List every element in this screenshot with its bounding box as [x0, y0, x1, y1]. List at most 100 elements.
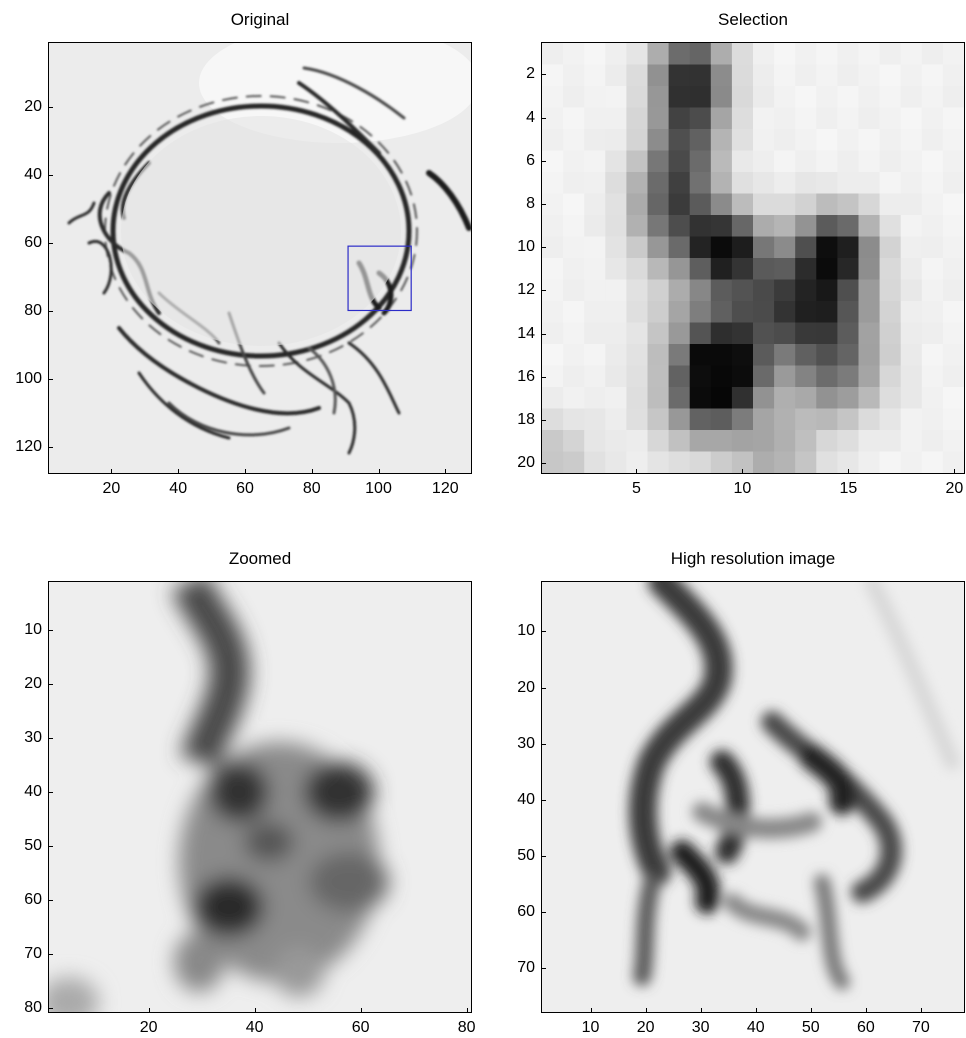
- pixel-cell: [921, 236, 944, 259]
- pixel-cell: [626, 129, 649, 152]
- pixel-cell: [753, 172, 775, 195]
- pixel-cell: [563, 43, 585, 66]
- pixel-cell: [584, 107, 606, 130]
- pixel-cell: [795, 64, 817, 87]
- x-tick-label: 50: [801, 1019, 820, 1036]
- pixel-cell: [689, 86, 712, 109]
- pixel-cell: [837, 344, 860, 367]
- pixel-cell: [837, 279, 860, 302]
- y-tick-mark: [541, 376, 546, 378]
- x-tick-label: 20: [139, 1019, 158, 1036]
- y-tick-label: 40: [517, 790, 535, 808]
- pixel-cell: [795, 215, 817, 238]
- pixel-cell: [879, 43, 902, 66]
- y-tick-mark: [541, 855, 546, 857]
- pixel-cell: [816, 150, 838, 173]
- pixel-cell: [647, 322, 670, 345]
- pixel-cell: [605, 129, 627, 152]
- pixel-cell: [731, 301, 754, 324]
- pixel-cell: [605, 408, 627, 431]
- pixel-cell: [647, 129, 670, 152]
- chart-title: High resolution image: [670, 549, 836, 568]
- pixel-cell: [710, 129, 733, 152]
- pixel-cell: [858, 387, 881, 410]
- pixel-cell: [626, 430, 649, 453]
- chart-title: Zoomed: [228, 549, 292, 568]
- pixel-cell: [753, 322, 775, 345]
- pixel-cell: [942, 408, 964, 431]
- y-tick-label: 6: [526, 151, 535, 169]
- pixel-cell: [647, 236, 670, 259]
- pixel-cell: [921, 172, 944, 195]
- pixel-cell: [626, 64, 649, 87]
- pixel-cell: [816, 172, 838, 195]
- pixel-cell: [647, 107, 670, 130]
- y-tick-label: 20: [24, 97, 42, 115]
- pixel-cell: [795, 301, 817, 324]
- pixel-cell: [563, 408, 585, 431]
- pixel-cell: [900, 215, 923, 238]
- y-tick-mark: [48, 446, 53, 448]
- pixel-cell: [900, 365, 923, 388]
- y-tick-label: 30: [517, 734, 535, 752]
- pixel-cell: [689, 451, 712, 473]
- chart-title: Original: [230, 10, 290, 29]
- pixel-cell: [900, 301, 923, 324]
- pixel-cell: [626, 322, 649, 345]
- pixel-cell: [879, 236, 902, 259]
- pixel-cell: [668, 129, 691, 152]
- pixel-cell: [605, 215, 627, 238]
- pixel-cell: [858, 236, 881, 259]
- pixel-cell: [584, 387, 606, 410]
- pixel-cell: [542, 258, 564, 281]
- y-tick-label: 80: [24, 998, 42, 1016]
- pixel-cell: [647, 193, 670, 216]
- pixel-cell: [731, 365, 754, 388]
- x-tick-label: 20: [102, 480, 121, 497]
- pixel-cell: [858, 430, 881, 453]
- pixel-cell: [689, 322, 712, 345]
- pixel-cell: [837, 236, 860, 259]
- pixel-cell: [774, 408, 796, 431]
- y-tick-label: 10: [517, 622, 535, 640]
- pixel-cell: [879, 408, 902, 431]
- y-tick-label: 8: [526, 195, 535, 212]
- pixel-cell: [542, 387, 564, 410]
- pixel-cell: [774, 430, 796, 453]
- y-tick-label: 20: [517, 454, 535, 472]
- y-tick-mark: [48, 683, 53, 685]
- pixel-cell: [900, 150, 923, 173]
- pixel-cell: [816, 301, 838, 324]
- pixel-cell: [900, 43, 923, 66]
- pixel-cell: [753, 408, 775, 431]
- pixel-cell: [858, 193, 881, 216]
- pixel-cell: [879, 365, 902, 388]
- pixel-cell: [626, 387, 649, 410]
- pixel-cell: [605, 279, 627, 302]
- pixel-cell: [647, 279, 670, 302]
- pixel-cell: [921, 279, 944, 302]
- x-tick-label: 80: [302, 480, 321, 497]
- x-tick-mark: [466, 1008, 468, 1013]
- pixel-cell: [626, 301, 649, 324]
- pixel-cell: [563, 64, 585, 87]
- pixel-cell: [626, 365, 649, 388]
- plot-area-zoomed: [48, 581, 472, 1013]
- pixel-cell: [668, 301, 691, 324]
- pixel-cell: [837, 43, 860, 66]
- pixel-cell: [774, 86, 796, 109]
- x-tick-mark: [700, 1008, 702, 1013]
- pixel-cell: [668, 193, 691, 216]
- pixel-cell: [731, 451, 754, 473]
- pixel-cell: [731, 43, 754, 66]
- y-tick-label: 40: [24, 782, 42, 800]
- pixel-cell: [563, 258, 585, 281]
- pixel-cell: [795, 365, 817, 388]
- pixel-cell: [626, 172, 649, 195]
- pixel-cell: [879, 86, 902, 109]
- y-tick-label: 18: [517, 411, 535, 428]
- y-tick-label: 10: [517, 238, 535, 256]
- pixel-cell: [542, 408, 564, 431]
- pixel-cell: [584, 279, 606, 302]
- pixel-cell: [668, 365, 691, 388]
